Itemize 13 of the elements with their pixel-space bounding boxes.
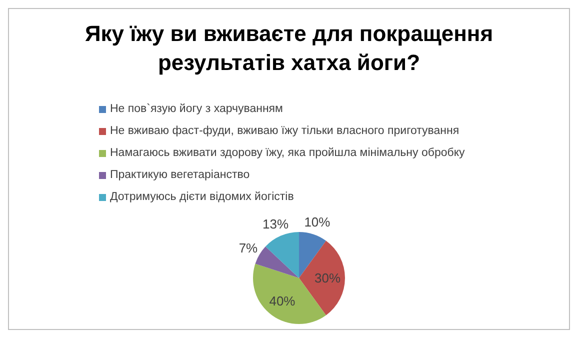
legend-label: Практикую вегетаріанство bbox=[110, 169, 250, 181]
legend-label: Намагаюсь вживати здорову їжу, яка пройшла мінімальну обробку bbox=[110, 147, 465, 159]
data-label: 13% bbox=[262, 216, 290, 232]
pie-slice bbox=[299, 240, 345, 316]
data-label: 7% bbox=[238, 240, 258, 256]
data-label: 40% bbox=[269, 294, 296, 309]
legend-label: Дотримуюсь дієти відомих йогістів bbox=[110, 191, 294, 203]
legend-label: Не вживаю фаст-фуди, вживаю їжу тільки власного приготування bbox=[110, 125, 460, 137]
chart-title: Яку їжу ви вживаєте для покращення результатів хатха йоги? bbox=[84, 20, 494, 77]
legend-label: Не пов`язую йогу з харчуванням bbox=[110, 103, 283, 115]
pie-slice bbox=[265, 232, 299, 278]
data-label: 10% bbox=[304, 214, 331, 230]
data-label: 30% bbox=[314, 270, 341, 286]
